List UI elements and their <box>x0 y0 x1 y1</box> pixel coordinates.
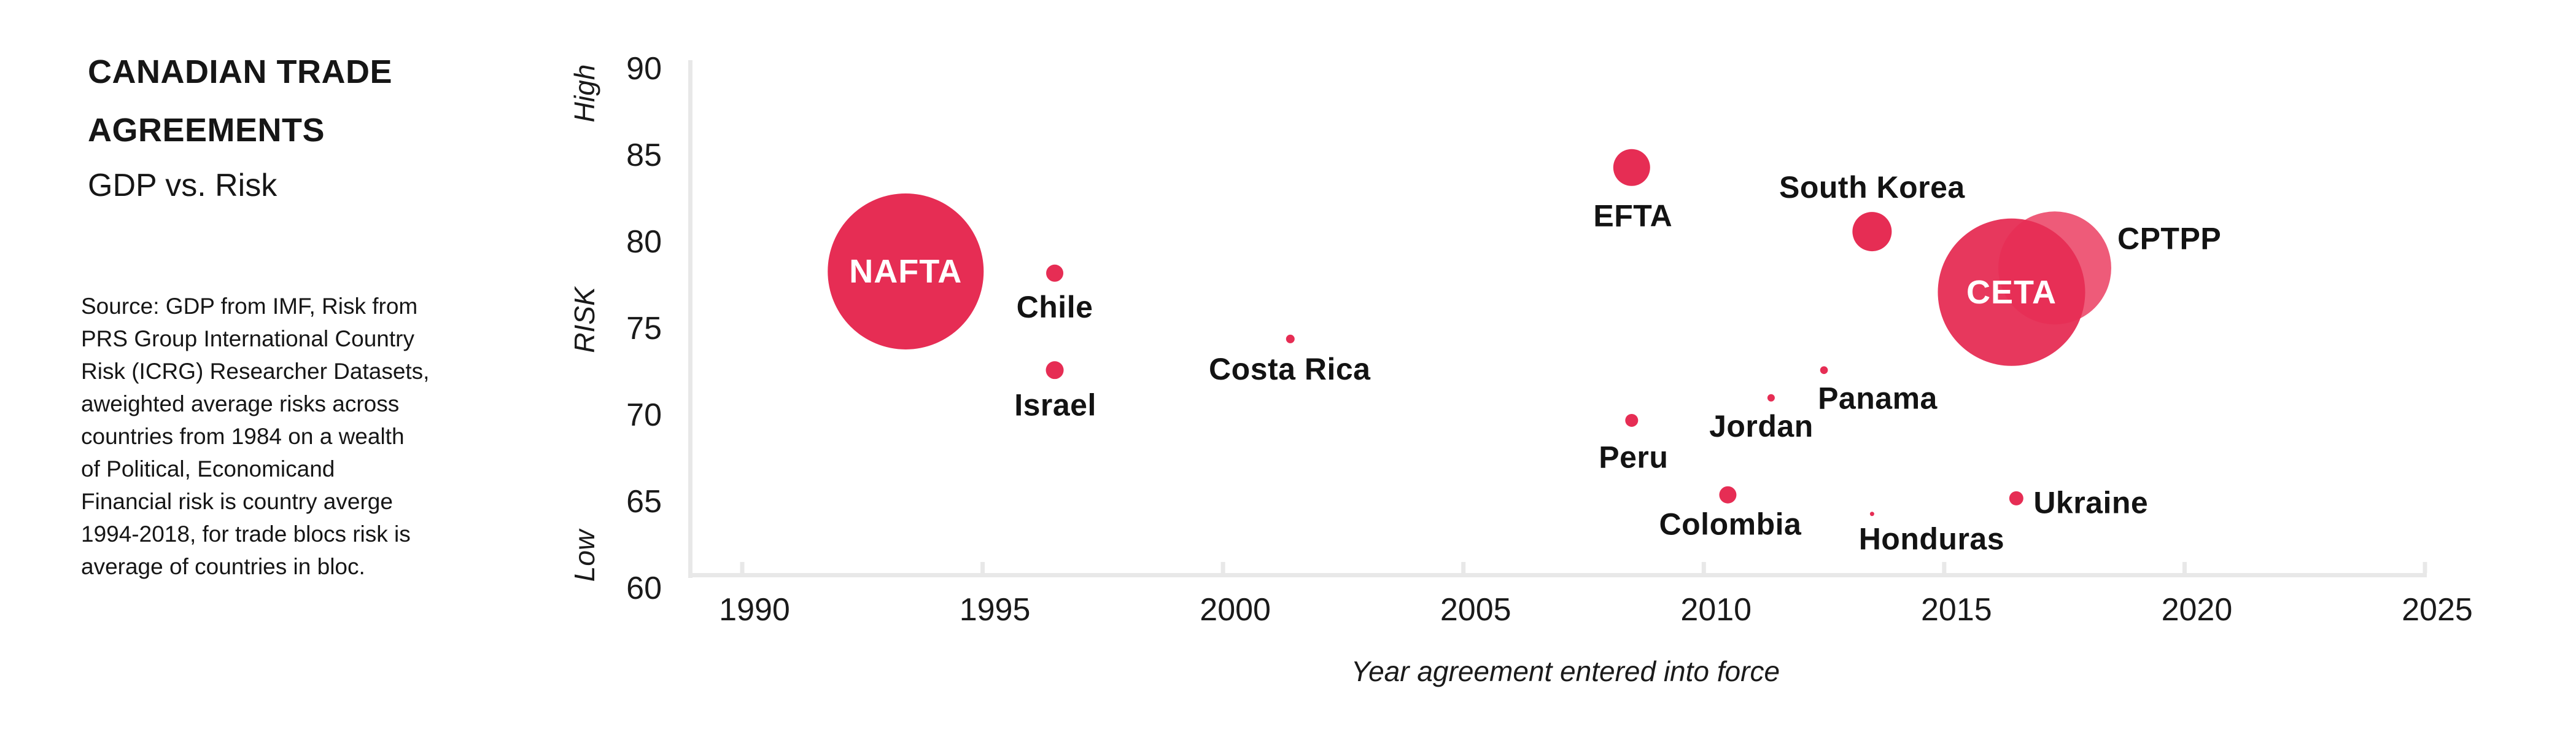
bubble-efta <box>1613 149 1650 186</box>
x-axis-line <box>688 573 2427 577</box>
y-tick-label: 65 <box>626 484 662 520</box>
y-axis-low-label: Low <box>568 528 600 582</box>
source-note: Source: GDP from IMF, Risk from PRS Group… <box>81 290 429 583</box>
y-axis-high-label: High <box>568 64 600 123</box>
bubble-south-korea <box>1852 212 1892 252</box>
x-tick-label: 2015 <box>1921 592 1992 628</box>
bubble-ceta <box>1938 218 2085 366</box>
x-tick-mark <box>1942 562 1947 573</box>
x-tick-label: 2025 <box>2402 592 2473 628</box>
x-tick-mark <box>1701 562 1706 573</box>
x-tick-mark <box>740 562 745 573</box>
bubble-label-honduras: Honduras <box>1859 522 2004 556</box>
bubble-label-ukraine: Ukraine <box>2033 485 2148 520</box>
y-tick-label: 90 <box>626 51 662 87</box>
y-tick-label: 80 <box>626 224 662 260</box>
bubble-label-chile: Chile <box>1017 290 1093 324</box>
page-subtitle: GDP vs. Risk <box>88 168 277 203</box>
x-tick-label: 1995 <box>960 592 1031 628</box>
bubble-label-colombia: Colombia <box>1659 507 1802 542</box>
source-note-line: Financial risk is country averge <box>81 489 393 514</box>
x-tick-label: 1990 <box>719 592 790 628</box>
y-axis-title: RISK <box>568 286 600 353</box>
bubble-israel <box>1046 361 1064 380</box>
bubble-label-jordan: Jordan <box>1709 409 1814 443</box>
page-title: CANADIAN TRADE AGREEMENTS <box>88 43 392 160</box>
source-note-line: 1994-2018, for trade blocs risk is <box>81 521 411 547</box>
bubble-nafta <box>828 193 984 349</box>
bubble-jordan <box>1767 394 1775 402</box>
y-tick-label: 85 <box>626 138 662 173</box>
bubble-honduras <box>1869 512 1874 517</box>
y-tick-label: 75 <box>626 311 662 346</box>
bubble-ukraine <box>2009 491 2023 505</box>
bubble-label-peru: Peru <box>1599 440 1668 474</box>
source-note-line: Risk (ICRG) Researcher Datasets, <box>81 359 430 384</box>
y-axis-line <box>688 60 692 578</box>
bubble-label-south-korea: South Korea <box>1779 170 1965 205</box>
source-note-line: average of countries in bloc. <box>81 554 365 579</box>
source-note-line: PRS Group International Country <box>81 326 414 351</box>
bubble-label-israel: Israel <box>1014 388 1096 423</box>
bubble-label-ceta: CETA <box>1966 274 2057 311</box>
y-tick-label: 60 <box>626 571 662 606</box>
source-note-line: of Political, Economicand <box>81 456 335 482</box>
x-tick-label: 2000 <box>1200 592 1271 628</box>
bubble-label-cptpp: CPTPP <box>2117 221 2221 255</box>
x-tick-mark <box>2182 562 2187 573</box>
source-note-line: aweighted average risks across <box>81 391 400 416</box>
bubble-chile <box>1046 264 1064 282</box>
x-tick-label: 2005 <box>1440 592 1511 628</box>
x-tick-label: 2010 <box>1680 592 1752 628</box>
bubble-label-panama: Panama <box>1818 381 1938 416</box>
bubble-costa-rica <box>1286 334 1295 343</box>
x-tick-mark <box>1461 562 1466 573</box>
bubble-label-efta: EFTA <box>1593 199 1672 233</box>
source-note-line: Source: GDP from IMF, Risk from <box>81 294 418 319</box>
x-tick-mark <box>980 562 985 573</box>
bubble-colombia <box>1719 486 1737 504</box>
bubble-panama <box>1820 366 1828 374</box>
x-tick-mark <box>1220 562 1225 573</box>
y-tick-label: 70 <box>626 397 662 433</box>
x-tick-label: 2020 <box>2162 592 2233 628</box>
source-note-line: countries from 1984 on a wealth <box>81 424 405 449</box>
x-axis-title: Year agreement entered into force <box>1351 655 1780 687</box>
page-title-line2: AGREEMENTS <box>88 112 325 149</box>
x-tick-mark <box>2423 562 2427 573</box>
bubble-label-nafta: NAFTA <box>849 253 962 290</box>
bubble-label-costa-rica: Costa Rica <box>1209 352 1371 386</box>
page-title-line1: CANADIAN TRADE <box>88 53 392 90</box>
bubble-peru <box>1625 413 1639 427</box>
